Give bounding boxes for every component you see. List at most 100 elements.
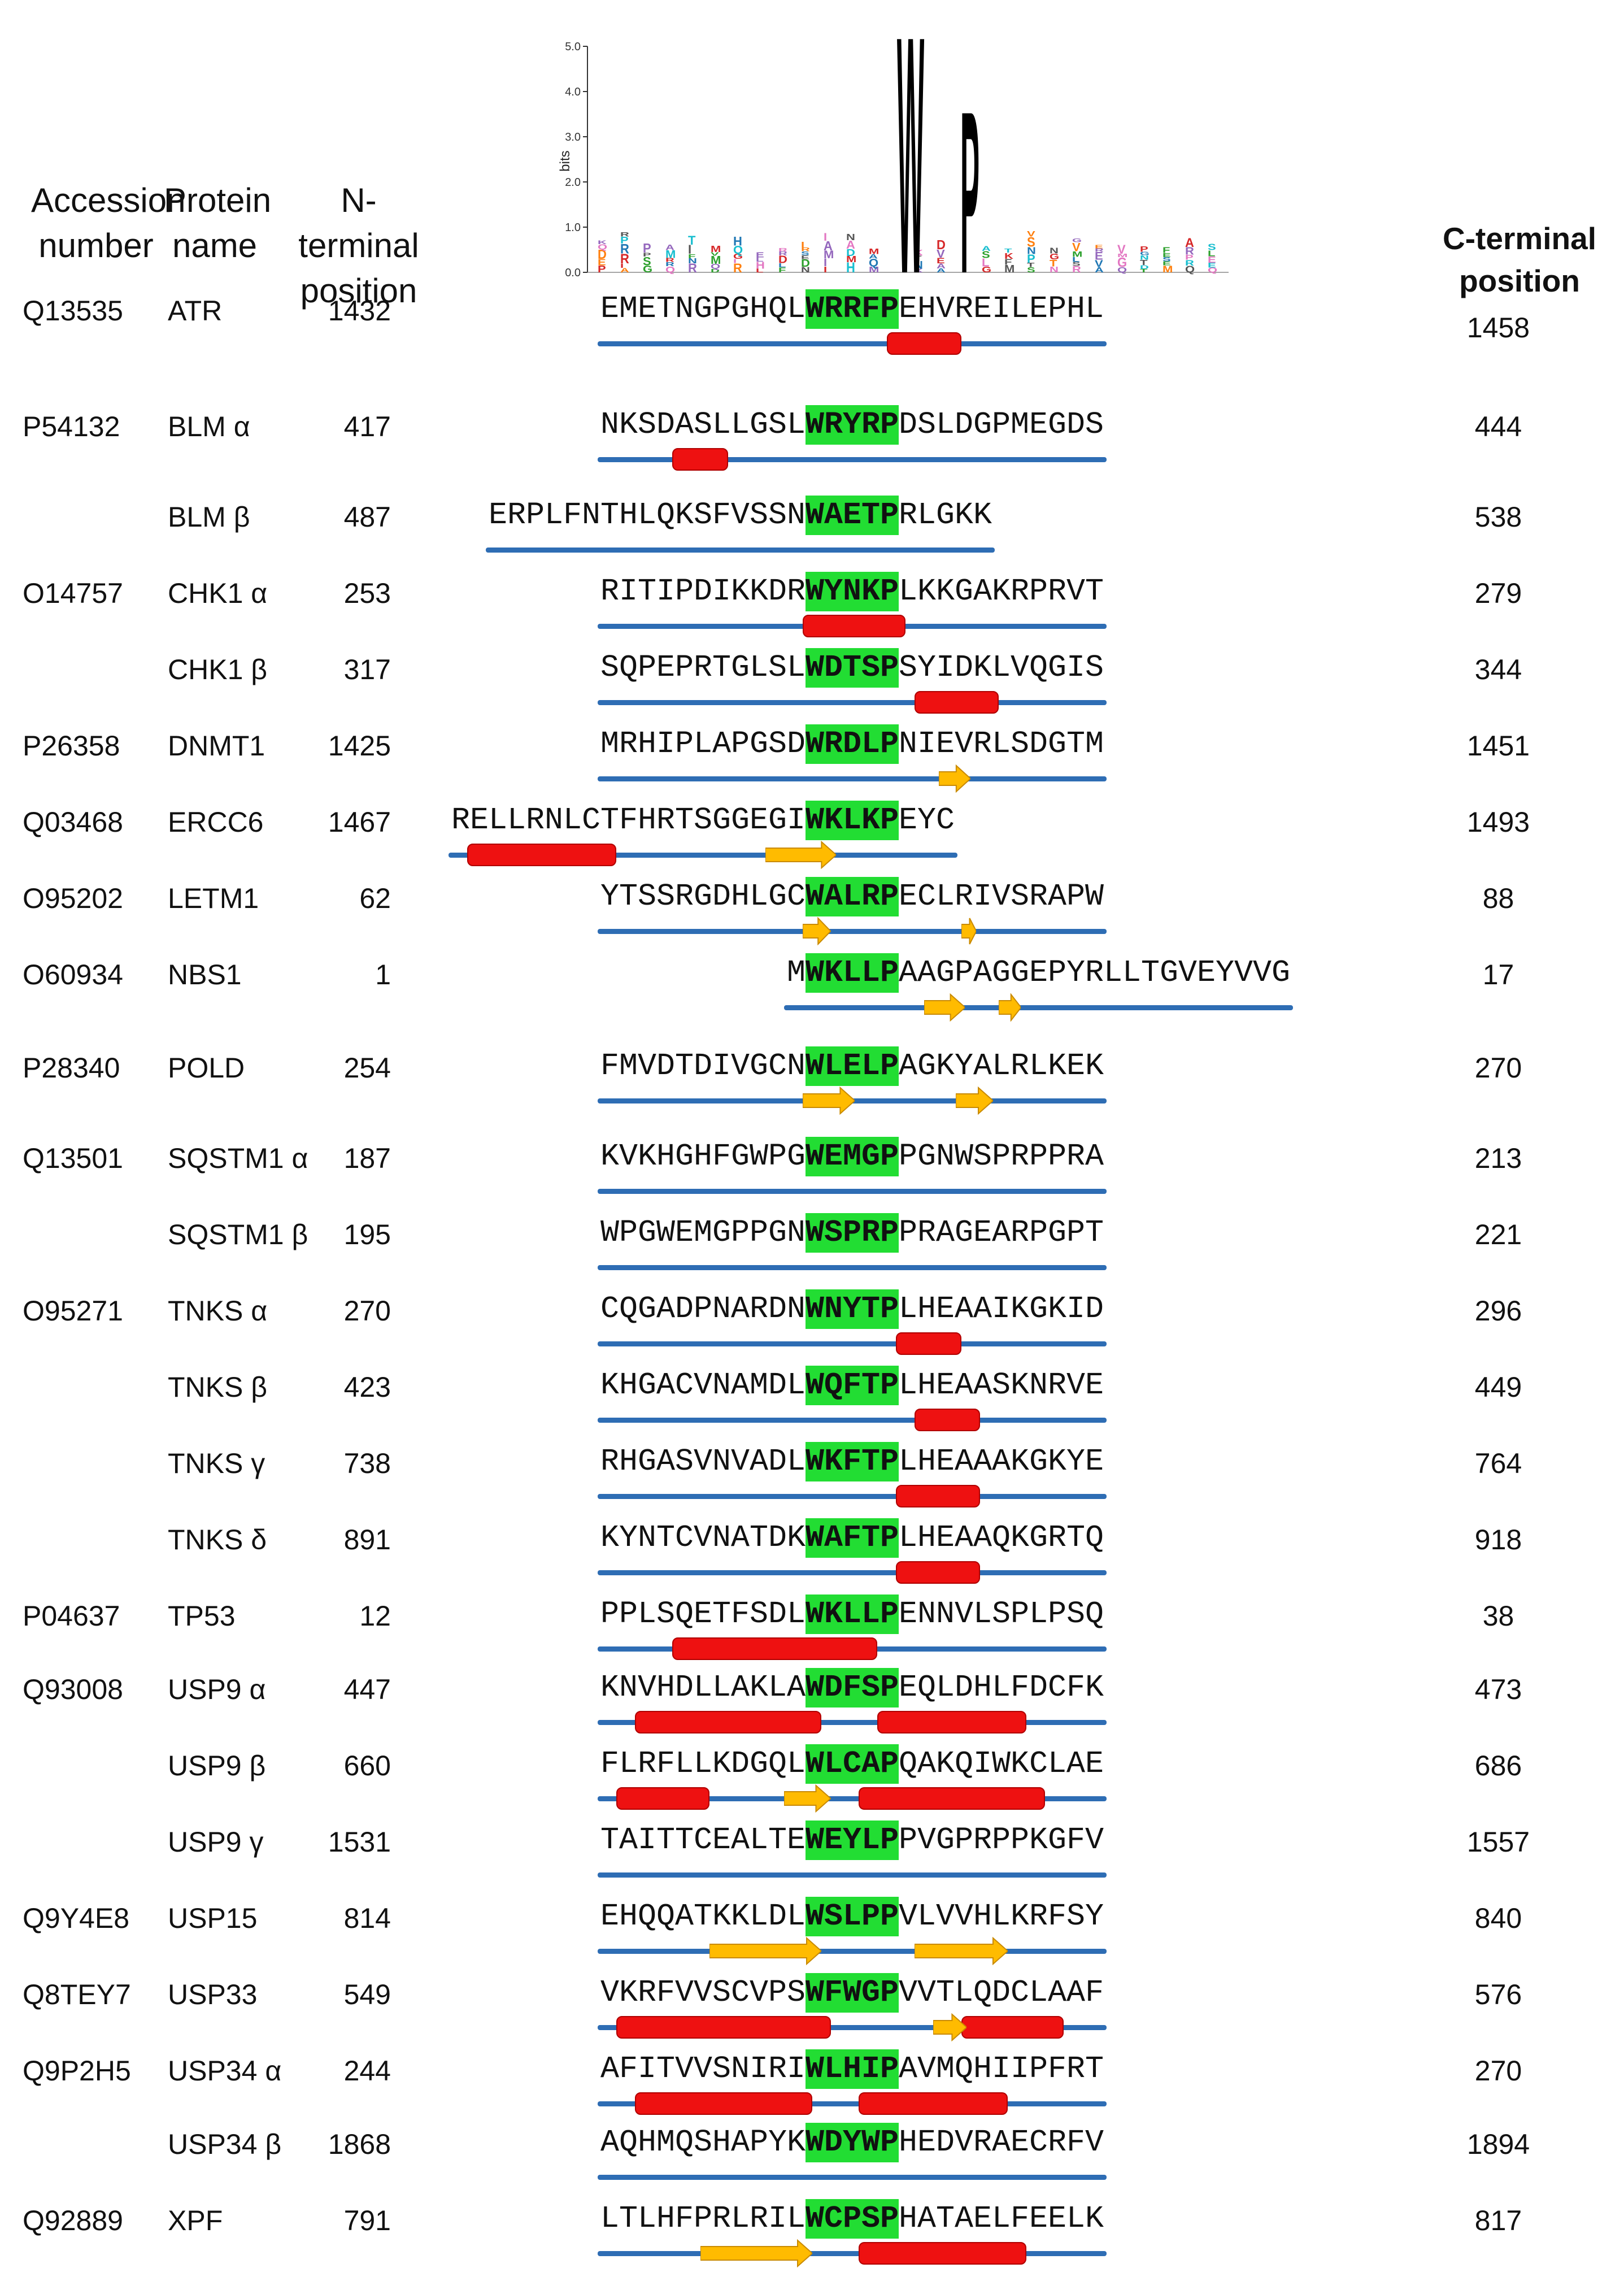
logo-small-letter: Q: [1185, 264, 1195, 275]
residue: R: [1085, 955, 1104, 990]
motif-residue: E: [824, 1821, 843, 1860]
header-nterm-line1: N-terminal: [298, 181, 419, 264]
logo-small-letter: R: [665, 257, 674, 263]
motif-residue: W: [843, 1973, 861, 2013]
logo-small-letter: P: [643, 252, 651, 258]
protein-name: ATR: [168, 295, 223, 327]
residue: P: [675, 650, 694, 685]
residue: T: [638, 573, 657, 609]
residue: A: [973, 1444, 992, 1479]
motif-residue: L: [824, 1046, 843, 1086]
residue: M: [787, 955, 806, 990]
residue: W: [1085, 879, 1104, 914]
logo-small-letter: N: [914, 259, 923, 271]
residue: I: [638, 1822, 657, 1858]
residue: K: [1011, 1367, 1030, 1403]
strand-arrow: [938, 764, 970, 793]
motif-residue: C: [843, 1744, 861, 1784]
residue: K: [1011, 1746, 1030, 1782]
residue: L: [1066, 2201, 1086, 2236]
residue: S: [1066, 1898, 1086, 1934]
protein-name: POLD: [168, 1052, 245, 1084]
residue: K: [1085, 1670, 1104, 1705]
residue: S: [768, 650, 787, 685]
residue: P: [526, 497, 545, 533]
residue: A: [992, 2124, 1011, 2160]
c-terminal-position: 817: [1474, 2205, 1522, 2236]
residue: P: [899, 1822, 918, 1858]
residue: P: [675, 726, 694, 762]
motif-residue: W: [806, 1594, 824, 1634]
motif-residue: E: [843, 1046, 861, 1086]
residue: G: [787, 1139, 806, 1174]
sequence: RELLRNLCTFHRTSGGEGIWKLKPEYC: [451, 801, 955, 840]
logo-small-letter: L: [778, 262, 786, 268]
residue: C: [694, 1822, 713, 1858]
accession-number: Q13501: [23, 1142, 123, 1174]
logo-small-letter: T: [1140, 258, 1147, 267]
residue: P: [731, 1215, 750, 1250]
helix-cylinder: [859, 2092, 1008, 2115]
residue: G: [936, 1822, 955, 1858]
protein-name: TNKS δ: [168, 1524, 267, 1556]
residue: Q: [917, 1670, 937, 1705]
sequence: KYNTCVNATDKWAFTPLHEAAQKGRTQ: [600, 1518, 1104, 1558]
secondary-structure-track: [486, 538, 995, 561]
logo-small-letter: F: [1004, 257, 1012, 266]
motif-residue: K: [824, 1442, 843, 1481]
coil-line: [598, 1189, 1107, 1194]
residue: G: [731, 650, 750, 685]
logo-small-letter: Q: [733, 244, 743, 257]
residue: K: [750, 1670, 769, 1705]
residue: R: [712, 2201, 732, 2236]
logo-small-letter: N: [1140, 254, 1149, 261]
motif-residue: T: [861, 496, 880, 535]
logo-tick-label: 1.0: [565, 221, 581, 234]
helix-cylinder: [672, 448, 728, 471]
residue: G: [712, 802, 732, 838]
residue: F: [1085, 1975, 1104, 2010]
motif-residue: R: [824, 405, 843, 445]
residue: G: [1048, 650, 1067, 685]
residue: L: [638, 2201, 657, 2236]
protein-name: SQSTM1 α: [168, 1142, 308, 1174]
residue: I: [973, 879, 992, 914]
c-terminal-position: 344: [1474, 654, 1522, 685]
residue: D: [731, 1746, 750, 1782]
residue: D: [899, 407, 918, 442]
residue: P: [899, 1215, 918, 1250]
residue: T: [694, 1898, 713, 1934]
residue: Y: [600, 879, 620, 914]
residue: A: [600, 2124, 620, 2160]
residue: M: [936, 2051, 955, 2087]
logo-small-letter: D: [598, 247, 607, 262]
residue: G: [750, 1746, 769, 1782]
n-terminal-position: 1467: [328, 806, 391, 838]
residue: A: [731, 1520, 750, 1556]
coil-line: [598, 457, 1107, 462]
sequence: MWKLLPAAGPAGGEPYRLLTGVEYVVG: [787, 953, 1290, 993]
residue: L: [1048, 1746, 1067, 1782]
residue: V: [899, 1898, 918, 1934]
residue: E: [973, 1215, 992, 1250]
motif-residue: L: [861, 1046, 880, 1086]
residue: Q: [1029, 650, 1048, 685]
residue: R: [619, 726, 638, 762]
protein-name: USP9 α: [168, 1674, 266, 1705]
residue: D: [768, 1291, 787, 1327]
residue: H: [1066, 291, 1086, 327]
logo-small-letter: D: [937, 238, 946, 253]
residue: V: [675, 1975, 694, 2010]
residue: L: [563, 802, 582, 838]
residue: K: [1085, 1048, 1104, 1084]
residue: L: [712, 1670, 732, 1705]
residue: S: [656, 879, 676, 914]
helix-cylinder: [467, 844, 616, 866]
c-terminal-position: 449: [1474, 1371, 1522, 1403]
logo-small-letter: F: [778, 266, 786, 274]
motif-residue: H: [843, 2049, 861, 2089]
residue: Q: [768, 1746, 787, 1782]
residue: E: [1029, 407, 1048, 442]
residue: L: [787, 1596, 806, 1632]
residue: K: [1011, 1898, 1030, 1934]
